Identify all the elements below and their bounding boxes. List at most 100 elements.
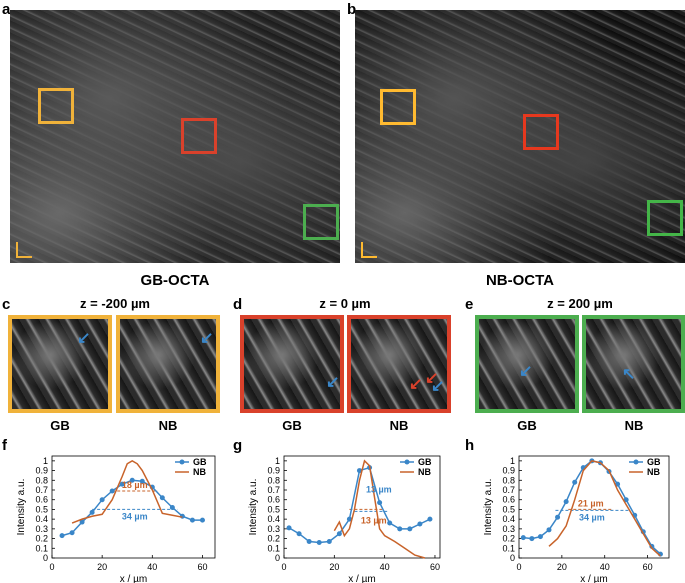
y-tick-label: 0.1 (35, 543, 48, 553)
data-point-gb (89, 509, 95, 515)
data-point-gb (69, 530, 75, 536)
y-tick-label: 0.8 (35, 475, 48, 485)
series-line-nb (71, 459, 183, 524)
fwhm-label: 34 µm (122, 511, 148, 521)
data-point-gb (169, 504, 175, 510)
y-tick-label: 1 (43, 456, 48, 466)
fwhm-label: 21 µm (578, 498, 604, 508)
data-point-gb (109, 488, 115, 494)
y-axis-label: Intensity a.u. (16, 479, 27, 536)
legend-label: NB (647, 467, 660, 477)
roi-yellow (38, 88, 74, 124)
y-tick-label: 0 (43, 553, 48, 563)
scale-bar-icon (361, 256, 377, 258)
x-tick-label: 20 (557, 562, 567, 572)
legend-marker (633, 459, 639, 465)
data-point-gb (286, 525, 292, 531)
panel-label-b: b (347, 1, 357, 18)
y-tick-label: 0 (275, 553, 280, 563)
series-line-nb (333, 459, 426, 559)
roi-green (303, 204, 339, 240)
panel-label-g: g (233, 437, 243, 454)
y-tick-label: 0.4 (267, 514, 280, 524)
data-point-gb (336, 531, 342, 537)
roi-green (647, 200, 683, 236)
data-point-gb (99, 497, 105, 503)
panel-label-f: f (2, 437, 7, 454)
y-tick-label: 0.5 (502, 504, 515, 514)
y-tick-label: 0.6 (502, 495, 515, 505)
data-point-gb (377, 500, 383, 506)
y-tick-label: 0.6 (35, 495, 48, 505)
y-tick-label: 1 (510, 456, 515, 466)
y-tick-label: 0.2 (502, 534, 515, 544)
label-gb-e: GB (517, 418, 537, 433)
data-point-gb (139, 478, 145, 484)
arrow-icon: ↙ (431, 378, 445, 395)
data-point-gb (59, 533, 65, 539)
data-point-gb (159, 495, 165, 501)
legend-marker (404, 459, 410, 465)
legend-marker (179, 459, 185, 465)
data-point-gb (296, 531, 302, 537)
crop-gb-c: ↙ (8, 315, 112, 413)
x-tick-label: 0 (281, 562, 286, 572)
x-tick-label: 0 (516, 562, 521, 572)
data-point-gb (346, 516, 352, 522)
roi-red (181, 118, 217, 154)
y-tick-label: 0.2 (267, 534, 280, 544)
crop-gb-d: ↙ (240, 315, 344, 413)
y-tick-label: 0.8 (267, 475, 280, 485)
legend-label: GB (193, 457, 207, 467)
y-tick-label: 0.5 (35, 504, 48, 514)
y-tick-label: 0.7 (35, 485, 48, 495)
fwhm-label: 18 µm (122, 480, 148, 490)
x-tick-label: 60 (430, 562, 440, 572)
depth-title-e: z = 200 µm (547, 296, 613, 311)
fwhm-label: 34 µm (579, 512, 605, 522)
gb-octa-image (10, 10, 340, 263)
y-tick-label: 0.9 (35, 466, 48, 476)
x-tick-label: 20 (97, 562, 107, 572)
x-tick-label: 40 (600, 562, 610, 572)
roi-red (523, 114, 559, 150)
panel-label-a: a (2, 1, 11, 18)
x-tick-label: 60 (197, 562, 207, 572)
data-point-gb (129, 477, 135, 483)
data-point-gb (427, 516, 433, 522)
label-gb-c: GB (50, 418, 70, 433)
data-point-gb (546, 527, 552, 533)
chart-h: 00.10.20.30.40.50.60.70.80.91 0 20 40 60 x / … (483, 455, 670, 583)
y-tick-label: 0.4 (502, 514, 515, 524)
data-point-gb (387, 520, 393, 526)
depth-title-c: z = -200 µm (80, 296, 150, 311)
panel-label-h: h (465, 437, 475, 454)
y-tick-label: 0.1 (267, 543, 280, 553)
data-point-gb (119, 481, 125, 487)
series-line-nb (548, 460, 661, 557)
crop-nb-e: ↖ (582, 315, 685, 413)
plot-frame (51, 455, 216, 559)
y-tick-label: 0.3 (267, 524, 280, 534)
data-point-gb (199, 517, 205, 523)
x-axis-label: x / µm (580, 574, 607, 583)
y-tick-label: 0.1 (502, 543, 515, 553)
data-point-gb (623, 497, 629, 503)
data-point-gb (316, 539, 322, 545)
roi-yellow (380, 89, 416, 125)
arrow-icon: ↙ (77, 330, 91, 347)
crop-gb-e: ↙ (475, 315, 579, 413)
legend-label: NB (418, 467, 431, 477)
crop-nb-c: ↙ (116, 315, 220, 413)
data-point-gb (407, 526, 413, 532)
data-point-gb (529, 536, 535, 542)
data-point-gb (572, 479, 578, 485)
arrow-icon: ↙ (425, 370, 439, 387)
legend-label: NB (193, 467, 206, 477)
y-tick-label: 0.6 (267, 495, 280, 505)
data-point-gb (563, 499, 569, 505)
panel-label-e: e (465, 296, 474, 313)
depth-title-d: z = 0 µm (319, 296, 371, 311)
arrow-icon: ↙ (409, 376, 423, 393)
scale-bar-icon (361, 242, 363, 258)
